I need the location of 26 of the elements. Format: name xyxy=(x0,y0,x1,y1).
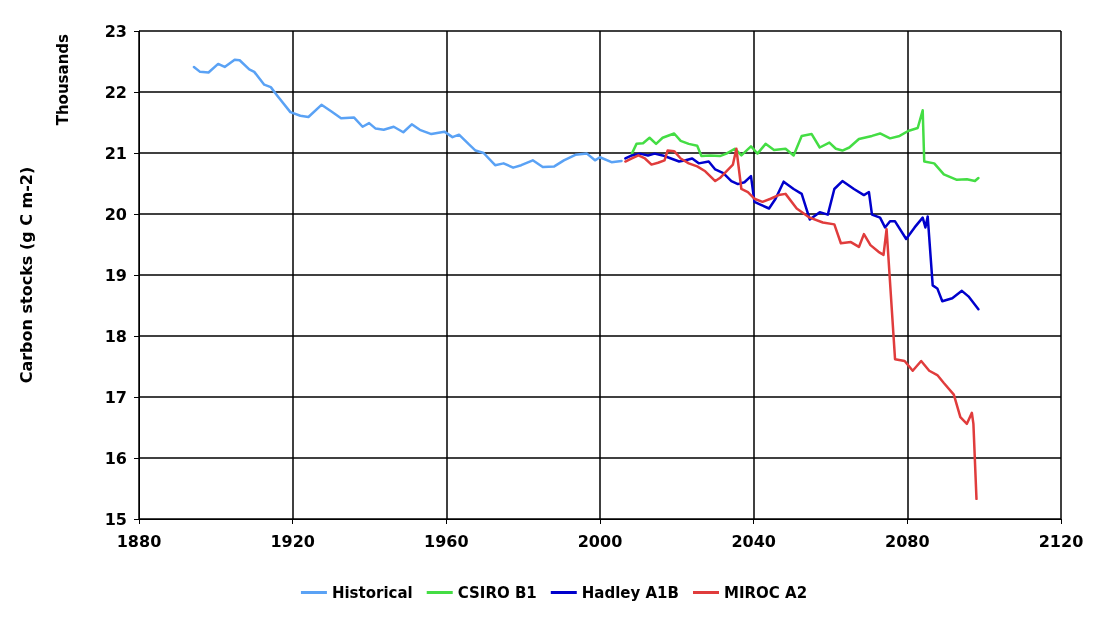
y-tick-label: 23 xyxy=(104,21,127,41)
line-series xyxy=(624,152,980,311)
y-tick-label: 20 xyxy=(104,204,127,224)
x-tick-label: 2120 xyxy=(1038,531,1084,551)
line-series xyxy=(630,109,980,183)
legend-label: Hadley A1B xyxy=(581,583,679,602)
y-tick-label: 22 xyxy=(104,82,127,102)
x-tick-label: 2080 xyxy=(885,531,930,551)
line-series xyxy=(192,58,623,169)
y-tick-label: 17 xyxy=(104,387,127,407)
x-tick-label: 2040 xyxy=(731,531,776,551)
x-tick-label: 2000 xyxy=(577,531,623,551)
y-tick-label: 15 xyxy=(104,509,127,529)
x-tick-label: 1960 xyxy=(424,531,469,551)
text: Thousands xyxy=(53,33,72,126)
y-axis-title: Carbon stocks (g C m-2) xyxy=(16,166,36,384)
legend-label: MIROC A2 xyxy=(723,583,808,602)
y-tick-label: 19 xyxy=(104,265,127,285)
legend-label: Historical xyxy=(331,583,413,602)
y-tick-label: 21 xyxy=(104,143,127,163)
x-tick-label: 1920 xyxy=(270,531,315,551)
line-series xyxy=(624,147,978,501)
legend-label: CSIRO B1 xyxy=(457,583,537,602)
y-tick-label: 16 xyxy=(104,448,127,468)
y-tick-label: 18 xyxy=(104,326,127,346)
x-tick-label: 1880 xyxy=(116,531,162,551)
